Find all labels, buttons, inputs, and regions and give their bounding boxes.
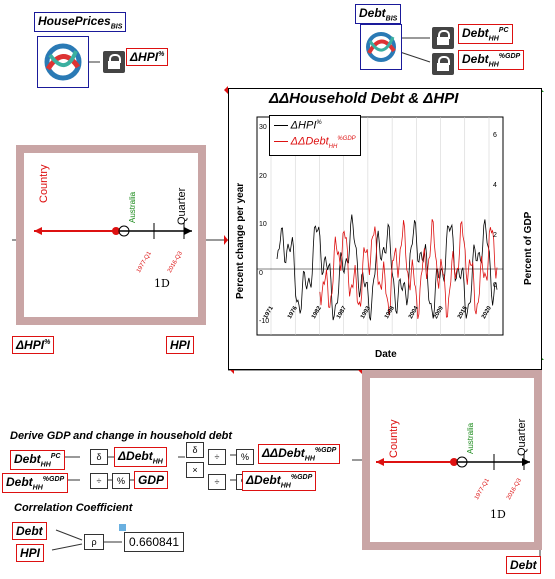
correlation-value-display: 0.660841	[124, 532, 185, 552]
derive-dddebt-gdp[interactable]: ΔΔDebtHH%GDP	[258, 444, 341, 465]
right-tick-6: 6	[493, 132, 497, 139]
corr-hpi-variable[interactable]: HPI	[16, 544, 45, 562]
derive-ddebt-hh[interactable]: ΔDebtHH	[114, 447, 167, 468]
handle-circle[interactable]	[118, 225, 130, 237]
handle-dot[interactable]	[450, 458, 458, 466]
plot-widget[interactable]: ΔΔHousehold Debt & ΔHPI ΔHPI% ΔΔDebtHH%G…	[228, 88, 542, 370]
left-tick-20: 20	[259, 172, 267, 180]
left-tick--10: -10	[259, 318, 270, 325]
house-prices-variable[interactable]: HousePricesBIS	[34, 12, 127, 33]
derive-section-title: Derive GDP and change in household debt	[10, 430, 233, 442]
percent-operator-2[interactable]: %	[236, 449, 254, 465]
quarter-label: Quarter	[516, 418, 528, 456]
dimension-label: 1D	[490, 508, 506, 521]
derive-ddebt-gdp[interactable]: ΔDebtHH%GDP	[242, 471, 317, 492]
right-tick-0: 0	[493, 282, 497, 289]
correlation-operator[interactable]: ρ	[84, 534, 104, 550]
lock-icon-gdp[interactable]	[432, 53, 454, 75]
percent-operator[interactable]: %	[112, 473, 130, 489]
left-tick-0: 0	[259, 269, 263, 277]
ravel-logo-icon	[44, 43, 82, 81]
handle-dot[interactable]	[112, 227, 120, 235]
corr-value-marker	[119, 524, 126, 531]
divide-operator[interactable]: ÷	[90, 473, 108, 489]
right-tick-2: 2	[493, 232, 497, 239]
dhpi-variable-bottom[interactable]: ΔHPI%	[12, 336, 55, 354]
australia-label: Australia	[466, 422, 475, 454]
arrow-left-icon	[34, 227, 42, 235]
dhpi-variable-top[interactable]: ΔHPI%	[126, 48, 169, 66]
ravel-left[interactable]: Country Australia Quarter 1977-Q1 2016-Q…	[16, 145, 206, 325]
y-axis-right-label: Percent of GDP	[523, 211, 534, 285]
x-axis-label: Date	[375, 349, 397, 360]
ravel-axes-right	[376, 454, 530, 470]
derive-debt-hh-pc[interactable]: DebtHHPC	[10, 450, 65, 471]
debt-hh-gdp-variable[interactable]: DebtHH%GDP	[458, 50, 525, 71]
ravel-right[interactable]: Country Australia Quarter 1977-Q1 2016-Q…	[362, 370, 542, 550]
australia-label: Australia	[128, 191, 137, 223]
plot-title: ΔΔHousehold Debt & ΔHPI	[269, 90, 459, 107]
multiply-operator[interactable]: ×	[186, 462, 204, 478]
arrow-left-icon	[376, 458, 384, 466]
correlation-section-title: Correlation Coefficient	[14, 502, 133, 514]
arrow-right-icon	[184, 227, 192, 235]
debt-hh-pc-variable[interactable]: DebtHHPC	[458, 24, 513, 45]
delta-operator-2[interactable]: δ	[186, 442, 204, 458]
divide-operator-3[interactable]: ÷	[208, 474, 226, 490]
left-tick-30: 30	[259, 124, 267, 131]
dimension-label: 1D	[154, 277, 170, 290]
derive-debt-hh-gdp[interactable]: DebtHH%GDP	[2, 473, 69, 494]
handle-circle[interactable]	[456, 456, 468, 468]
corr-debt-variable[interactable]: Debt	[12, 522, 47, 540]
ravel-logo-icon	[366, 32, 396, 62]
arrow-right-icon	[522, 458, 530, 466]
ravel-axes	[34, 223, 192, 239]
house-prices-logo[interactable]	[37, 36, 89, 88]
right-tick-4: 4	[493, 182, 497, 189]
country-label: Country	[38, 164, 50, 203]
debt-bis-variable[interactable]: DebtBIS	[355, 4, 402, 25]
country-label: Country	[388, 419, 400, 458]
delta-operator[interactable]: δ	[90, 449, 108, 465]
lock-icon[interactable]	[103, 51, 125, 73]
divide-operator-2[interactable]: ÷	[208, 449, 226, 465]
legend-hpi: ΔHPI%	[274, 117, 356, 133]
derive-gdp[interactable]: GDP	[134, 471, 169, 489]
legend-box: ΔHPI% ΔΔDebtHH%GDP	[269, 115, 361, 156]
quarter-label: Quarter	[176, 187, 188, 225]
debt-logo[interactable]	[360, 24, 402, 70]
legend-debt: ΔΔDebtHH%GDP	[274, 133, 356, 154]
hpi-output-variable[interactable]: HPI	[166, 336, 195, 354]
debt-output-variable[interactable]: Debt	[506, 556, 541, 574]
lock-icon-pc[interactable]	[432, 27, 454, 49]
left-tick-10: 10	[259, 221, 267, 228]
y-axis-left-label: Percent change per year	[235, 182, 246, 299]
